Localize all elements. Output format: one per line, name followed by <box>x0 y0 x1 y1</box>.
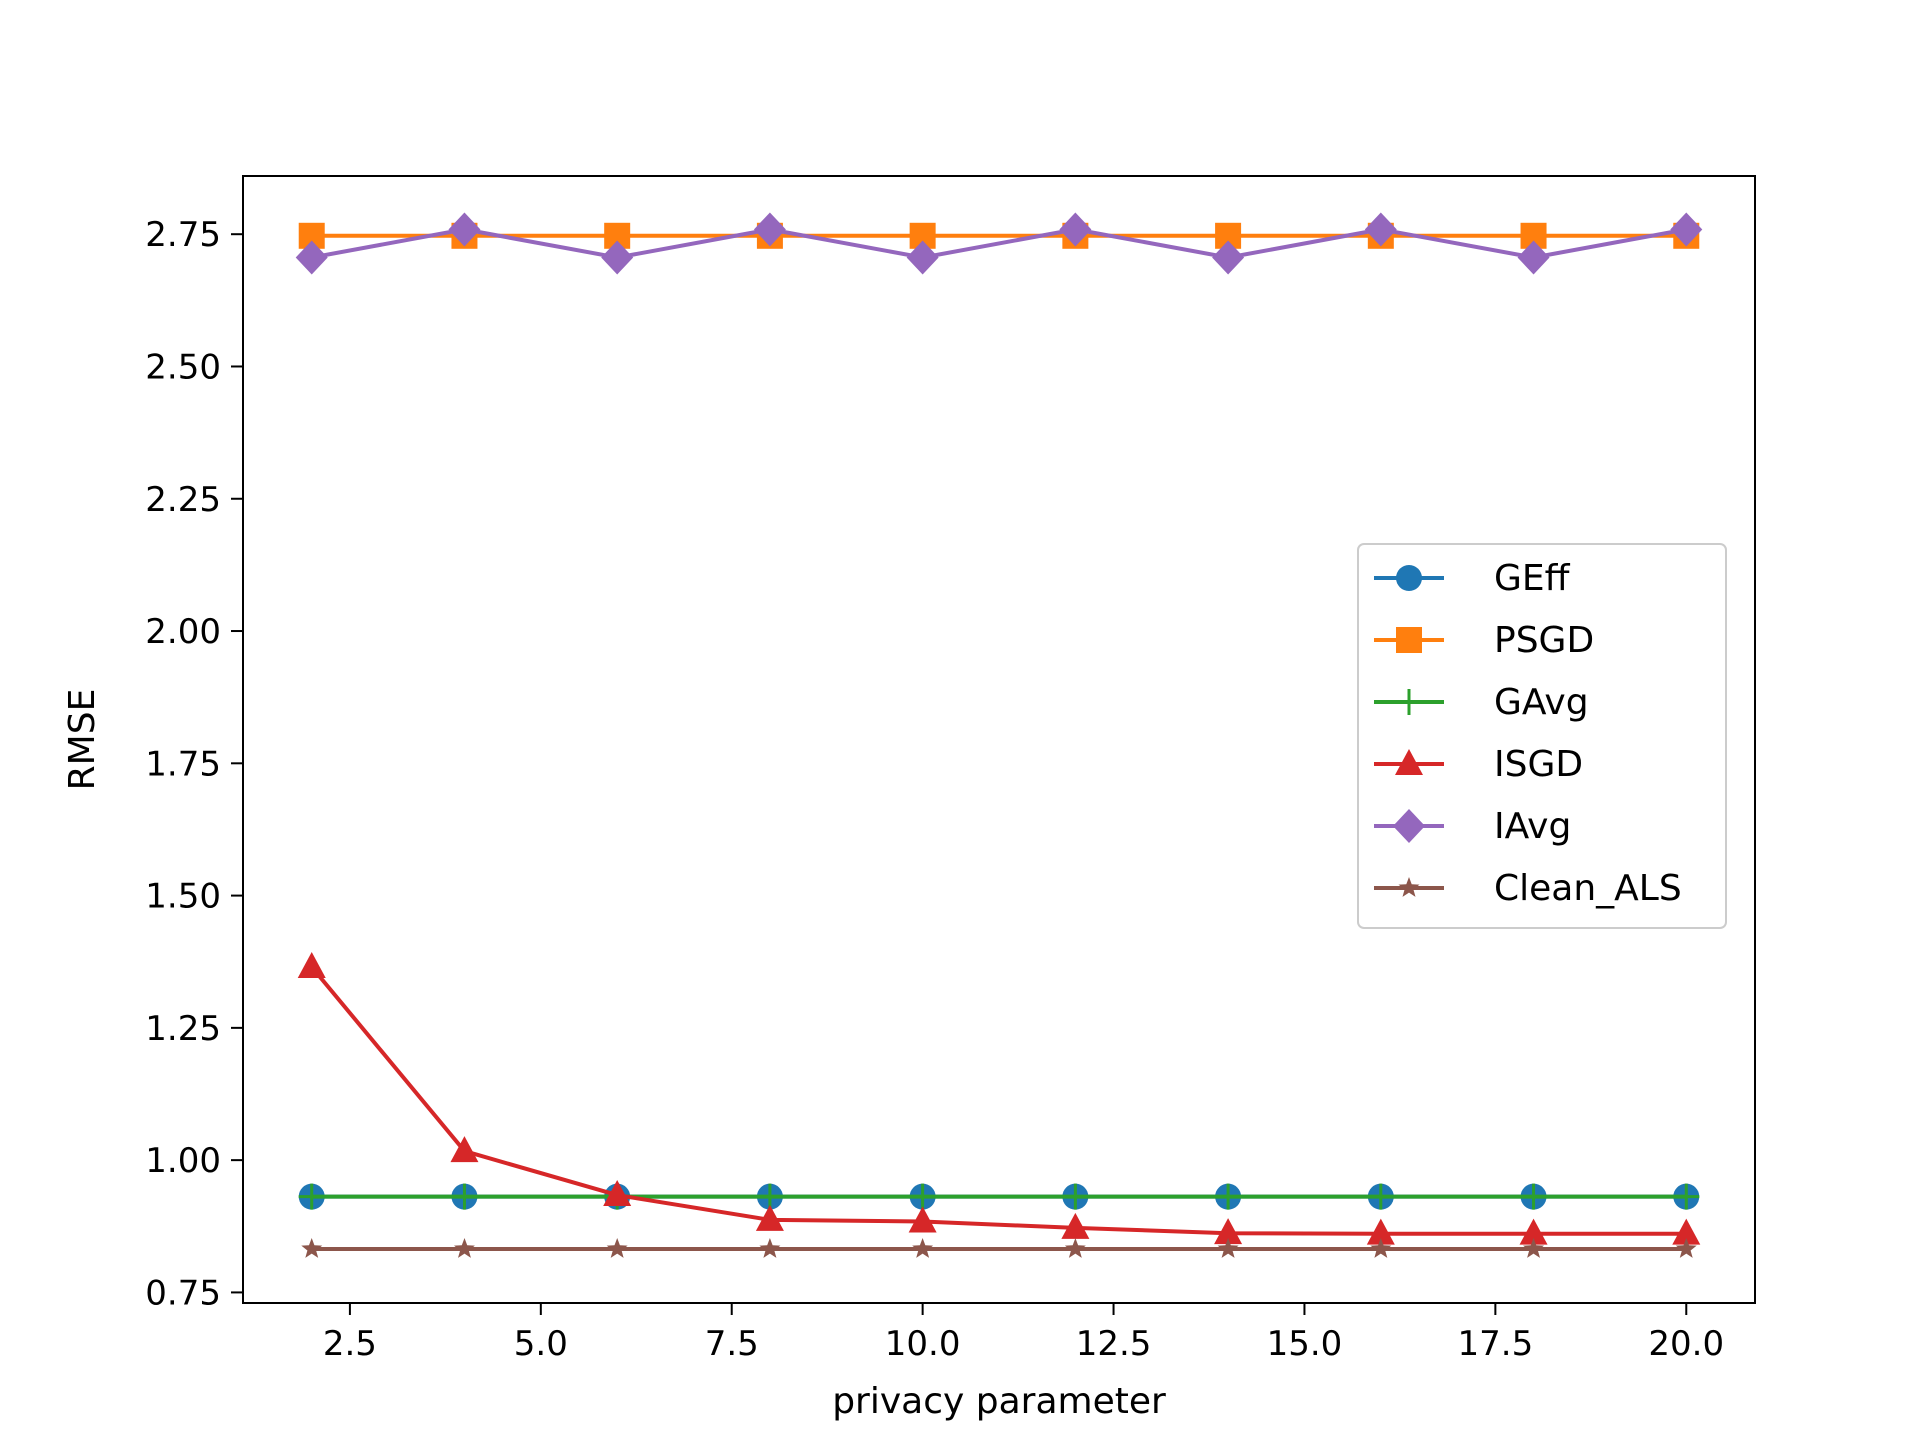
data-point <box>1673 1183 1700 1210</box>
data-point <box>1670 212 1703 247</box>
legend-box <box>1357 543 1727 929</box>
legend: GEff PSGD GAvg ISGD IAvg Clean_ALS <box>1357 543 1727 929</box>
series-line <box>310 965 1687 1236</box>
legend-marker <box>1396 627 1422 653</box>
data-point <box>753 212 786 247</box>
data-point <box>908 1206 937 1233</box>
data-point <box>1517 240 1550 275</box>
data-point <box>606 1238 628 1258</box>
data-point <box>1212 240 1245 275</box>
data-point <box>298 1183 325 1210</box>
x-tick-label: 2.5 <box>323 1324 377 1364</box>
data-point <box>1675 1238 1697 1258</box>
legend-entry: IAvg <box>1374 806 1571 847</box>
y-tick-label: 1.25 <box>145 1009 221 1049</box>
data-point <box>1214 1218 1243 1245</box>
legend-entry: GAvg <box>1374 682 1589 723</box>
data-point <box>1061 1212 1090 1239</box>
legend-label: ISGD <box>1494 744 1583 785</box>
data-point <box>1217 1238 1239 1258</box>
data-point <box>909 1183 936 1210</box>
data-point <box>301 1238 323 1258</box>
series-isgd <box>297 952 1701 1245</box>
axes-frame <box>242 175 1756 1304</box>
legend-entry: GEff <box>1374 558 1571 599</box>
legend-marker <box>1393 809 1425 843</box>
legend-entry: ISGD <box>1374 744 1583 785</box>
data-point <box>1059 212 1092 247</box>
data-point <box>601 240 634 275</box>
data-point <box>450 1136 479 1163</box>
y-tick-label: 1.75 <box>145 744 221 784</box>
x-tick-label: 15.0 <box>1267 1324 1343 1364</box>
data-point <box>454 1238 475 1258</box>
y-tick-label: 2.00 <box>145 612 221 652</box>
legend-marker <box>1395 749 1423 775</box>
data-point <box>448 212 481 247</box>
legend-label: GEff <box>1494 558 1571 599</box>
x-tick-label: 12.5 <box>1076 1324 1152 1364</box>
data-point <box>297 952 326 979</box>
x-tick-label: 10.0 <box>885 1324 961 1364</box>
x-tick-label: 5.0 <box>514 1324 568 1364</box>
data-point <box>1523 1238 1544 1258</box>
data-point <box>603 1180 632 1207</box>
data-point <box>1519 1218 1548 1245</box>
series-iavg <box>295 212 1703 275</box>
data-point <box>755 1204 784 1231</box>
data-point <box>906 240 939 275</box>
legend-label: GAvg <box>1494 682 1589 723</box>
y-axis-label: RMSE <box>62 689 103 791</box>
data-point <box>1215 1183 1242 1210</box>
y-tick-label: 1.50 <box>145 877 221 917</box>
legend-entry: PSGD <box>1374 620 1594 661</box>
series-gavg <box>298 1183 1700 1210</box>
legend-marker <box>1396 689 1422 715</box>
series-line <box>311 227 1687 260</box>
x-tick-label: 7.5 <box>705 1324 759 1364</box>
x-axis-label: privacy parameter <box>832 1381 1166 1422</box>
data-point <box>1364 212 1397 247</box>
x-tick-label: 20.0 <box>1648 1324 1724 1364</box>
data-point <box>295 240 328 275</box>
y-tick-label: 2.50 <box>145 347 221 387</box>
data-point <box>1366 1218 1395 1245</box>
legend-label: IAvg <box>1494 806 1571 847</box>
y-axis-ticks: 0.75 1.00 1.25 1.50 1.75 2.00 2.25 2.50 2.75 <box>145 215 243 1313</box>
data-point <box>1064 1238 1086 1258</box>
y-tick-label: 1.00 <box>145 1141 221 1181</box>
series-clean-als <box>301 1238 1697 1258</box>
data-point <box>1062 1183 1089 1210</box>
plot-area <box>295 212 1703 1258</box>
data-point <box>1370 1238 1392 1258</box>
data-point <box>1672 1218 1701 1245</box>
y-tick-label: 0.75 <box>145 1273 221 1313</box>
data-point <box>1367 1183 1394 1210</box>
x-axis-ticks: 2.5 5.0 7.5 10.0 12.5 15.0 17.5 20.0 <box>323 1303 1724 1364</box>
data-point <box>759 1238 781 1258</box>
data-point <box>912 1238 934 1258</box>
legend-entry: Clean_ALS <box>1374 868 1682 909</box>
legend-label: Clean_ALS <box>1494 868 1682 909</box>
data-point <box>451 1183 478 1210</box>
legend-label: PSGD <box>1494 620 1594 661</box>
y-tick-label: 2.75 <box>145 215 221 255</box>
legend-marker <box>1398 877 1420 897</box>
legend-marker <box>1396 565 1422 591</box>
y-tick-label: 2.25 <box>145 480 221 520</box>
data-point <box>1520 1183 1547 1210</box>
x-tick-label: 17.5 <box>1458 1324 1534 1364</box>
